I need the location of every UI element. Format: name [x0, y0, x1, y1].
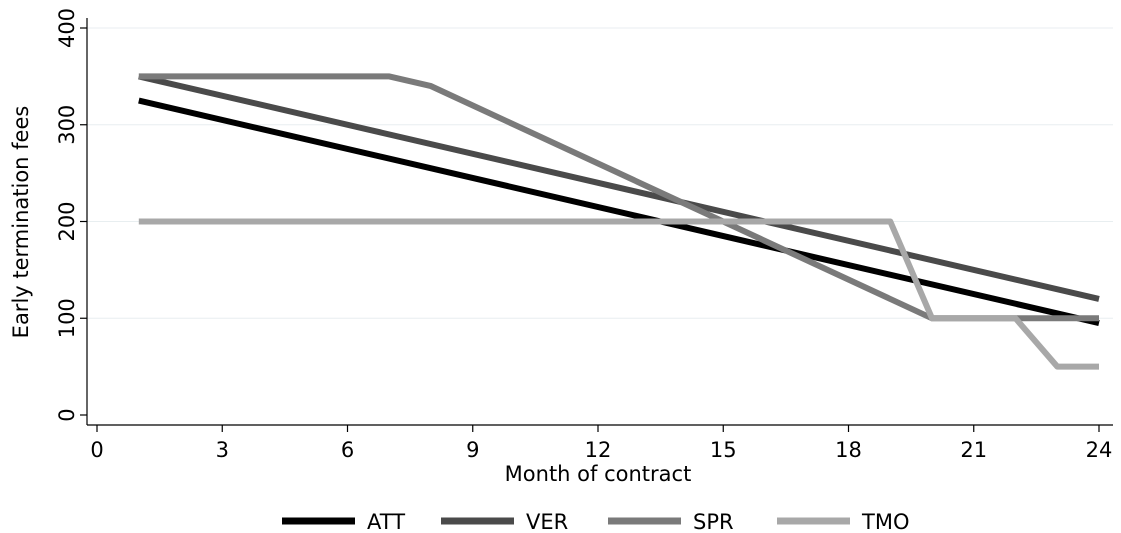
- legend-label-tmo: TMO: [861, 510, 909, 533]
- y-tick-label-200: 200: [55, 201, 79, 241]
- x-tick-label-18: 18: [835, 438, 862, 462]
- series-lines: [138, 73, 1100, 370]
- y-axis-title: Early termination fees: [9, 106, 33, 339]
- y-tick-label-100: 100: [55, 298, 79, 338]
- x-tick-label-3: 3: [216, 438, 229, 462]
- gridlines: [87, 27, 1113, 319]
- series-line-tmo: [138, 218, 1099, 370]
- y-tick-label-400: 400: [55, 8, 79, 48]
- series-line-att: [138, 97, 1100, 327]
- x-tick-label-15: 15: [710, 438, 737, 462]
- y-tick-label-300: 300: [55, 105, 79, 145]
- x-tick-label-24: 24: [1086, 438, 1113, 462]
- x-axis-title: Month of contract: [505, 462, 692, 486]
- legend-label-spr: SPR: [693, 510, 734, 533]
- x-tick-label-21: 21: [960, 438, 987, 462]
- series-line-ver: [138, 73, 1100, 302]
- x-tick-label-12: 12: [585, 438, 612, 462]
- y-ticks: 0 100 200 300 400: [55, 8, 87, 422]
- x-tick-label-9: 9: [466, 438, 479, 462]
- x-tick-label-0: 0: [90, 438, 103, 462]
- legend-label-att: ATT: [367, 510, 405, 533]
- x-ticks: 0 3 6 9 12 15 18 21 24: [90, 425, 1112, 462]
- y-tick-label-0: 0: [55, 408, 79, 421]
- legend-label-ver: VER: [526, 510, 568, 533]
- legend: ATT VER SPR TMO: [282, 510, 909, 533]
- x-tick-label-6: 6: [341, 438, 354, 462]
